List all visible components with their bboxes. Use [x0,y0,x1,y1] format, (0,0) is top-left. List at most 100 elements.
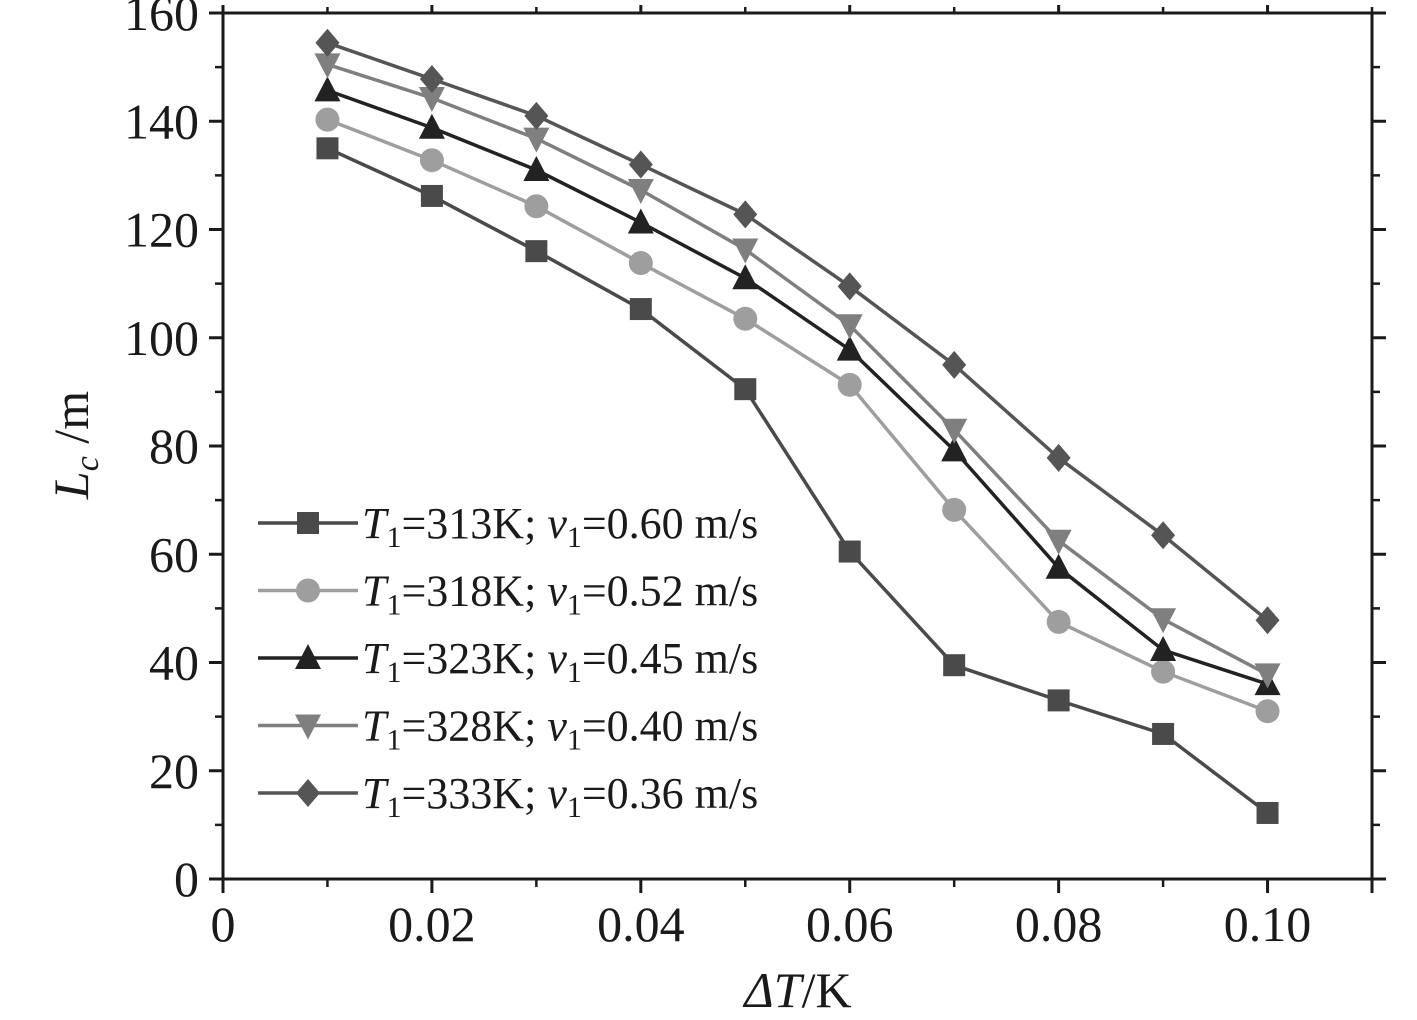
legend-label-part: 1 [567,791,582,824]
legend-label-part: 1 [386,724,401,757]
legend-label: T1=328K; v1=0.40 m/s [362,702,758,757]
data-point [1045,553,1072,579]
data-point [314,76,341,102]
legend-item: T1=328K; v1=0.40 m/s [258,702,758,757]
legend-label-part: 1 [386,521,401,554]
legend-label-part: v [547,499,567,548]
data-point [941,418,968,444]
legend-label-part: =0.36 m/s [582,769,758,818]
legend-label-part: 1 [386,791,401,824]
legend-marker [296,578,320,603]
legend-label-part: 1 [386,589,401,622]
x-axis-label-symbol: ΔT [742,962,804,1018]
legend-label-part: 1 [567,589,582,622]
data-point [524,194,549,219]
legend-label-part: =0.60 m/s [582,499,758,548]
data-point [316,137,339,160]
axis-labels: Lc /m ΔT/K [43,391,852,1018]
legend-label-part: =333K; [401,769,547,818]
y-tick-label: 160 [124,0,199,41]
series-line [326,41,1269,622]
y-tick-label: 0 [174,851,199,907]
data-point [627,208,654,234]
legend-marker [295,714,321,740]
legend-item: T1=318K; v1=0.52 m/s [258,567,758,622]
x-tick-label: 0.10 [1224,896,1312,952]
legend-label-part: =0.45 m/s [582,634,758,683]
data-point [525,240,548,263]
legend-label-part: =328K; [401,702,547,751]
data-point [420,184,443,207]
y-axis-label: Lc /m [43,391,106,500]
data-point [418,113,445,139]
data-point [315,107,340,132]
series-line [326,146,1269,815]
legend-label-part: T [362,769,390,818]
y-tick-label: 140 [124,93,199,149]
data-point [1152,722,1175,745]
data-point [734,378,757,401]
legend-label: T1=333K; v1=0.36 m/s [362,769,758,824]
y-axis-label-subscript: c [69,456,106,471]
legend-label-part: T [362,634,390,683]
data-point [836,314,863,340]
data-point [523,155,550,181]
data-point [1045,529,1072,555]
data-point [732,238,759,264]
data-point [1255,699,1280,724]
legend-label-part: =0.40 m/s [582,702,758,751]
data-point [733,200,758,229]
data-point [628,251,653,276]
data-point [1150,608,1177,634]
series-line [326,117,1269,713]
legend: T1=313K; v1=0.60 m/sT1=318K; v1=0.52 m/s… [258,499,758,824]
series-5 [315,28,1280,635]
axes: 0 20 40 60 80 100 120 140 160 0 0.02 0.04 0.06 0.08 0.… [124,0,1386,952]
data-point [942,350,967,379]
legend-label: T1=313K; v1=0.60 m/s [362,499,758,554]
data-point [1046,443,1071,472]
x-tick-label: 0.08 [1015,896,1103,952]
data-point [942,497,967,522]
data-point [1046,609,1071,634]
y-axis-label-symbol: L [43,471,99,500]
series-4 [314,53,1281,689]
legend-marker [296,779,320,807]
data-point [837,372,862,397]
legend-label-part: v [547,702,567,751]
legend-label-part: v [547,769,567,818]
y-axis-label-unit: /m [43,391,99,456]
data-point [315,28,340,57]
series-2 [315,107,1280,724]
y-tick-label: 40 [149,635,199,691]
legend-label-part: 1 [567,724,582,757]
y-tick-label: 100 [124,310,199,366]
legend-item: T1=313K; v1=0.60 m/s [258,499,758,554]
legend-label-part: T [362,567,390,616]
data-point [629,298,652,321]
legend-label: T1=318K; v1=0.52 m/s [362,567,758,622]
legend-label-part: =323K; [401,634,547,683]
data-point [1047,689,1070,712]
y-tick-label: 120 [124,202,199,258]
x-tick-label: 0.04 [597,896,685,952]
x-tick-label: 0 [211,896,236,952]
legend-item: T1=333K; v1=0.36 m/s [258,769,758,824]
data-point [837,272,862,301]
series-line [326,62,1269,676]
data-point [524,101,549,130]
data-point [314,53,341,79]
data-point [732,264,759,290]
data-point [1151,659,1176,684]
legend-label-part: T [362,499,390,548]
legend-label: T1=323K; v1=0.45 m/s [362,634,758,689]
data-point [419,65,444,94]
data-point [418,86,445,112]
legend-label-part: =0.52 m/s [582,567,758,616]
legend-label-part: 1 [386,656,401,689]
data-point [838,540,861,563]
series-line [326,88,1269,686]
legend-label-part: v [547,567,567,616]
data-point [943,654,966,677]
